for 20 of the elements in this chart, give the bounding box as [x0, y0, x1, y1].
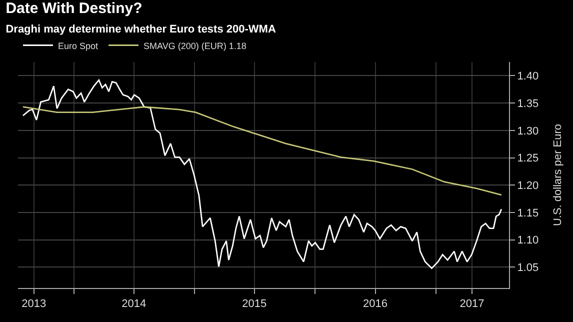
legend-label: SMAVG (200) (EUR) 1.18 [144, 40, 246, 51]
y-tick-label: 1.30 [517, 125, 539, 138]
chart-subtitle: Draghi may determine whether Euro tests 200-WMA [6, 23, 276, 36]
y-tick-label: 1.15 [517, 207, 539, 220]
legend-label: Euro Spot [58, 40, 99, 51]
x-tick-label: 2015 [242, 298, 267, 310]
y-tick-label: 1.10 [517, 234, 539, 247]
x-tick-label: 2013 [22, 298, 46, 310]
x-tick-label: 2014 [122, 298, 146, 310]
line-series [22, 106, 502, 196]
chart-title: Date With Destiny? [6, 0, 142, 17]
y-tick-label: 1.20 [517, 180, 539, 192]
x-tick-label: 2016 [363, 298, 388, 310]
y-tick-label: 1.25 [517, 152, 539, 165]
y-axis-title: U.S. dollars per Euro [552, 124, 564, 226]
y-tick-label: 1.40 [517, 70, 539, 83]
line-series [22, 79, 502, 269]
y-tick-label: 1.35 [517, 98, 539, 110]
x-tick-label: 2017 [460, 298, 484, 310]
y-tick-label: 1.05 [517, 262, 539, 274]
